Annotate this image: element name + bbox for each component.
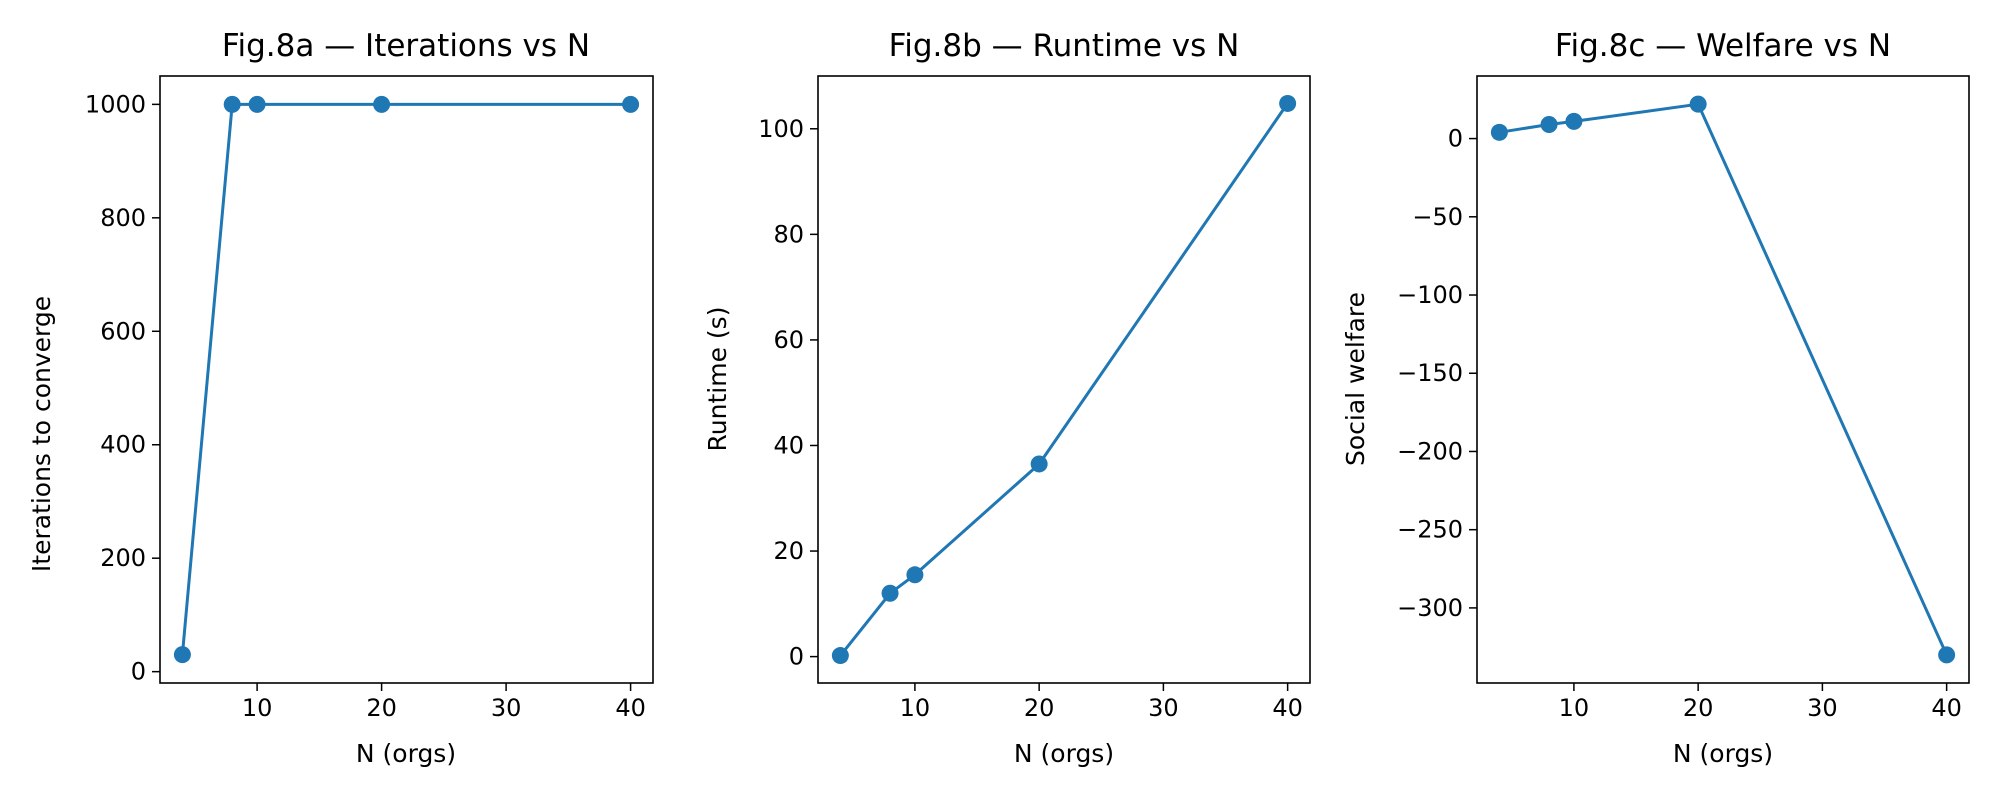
y-tick-label: −50 bbox=[1412, 203, 1463, 231]
plot-frame bbox=[817, 75, 1311, 684]
x-tick-label: 10 bbox=[1559, 694, 1590, 722]
x-tick-label: 10 bbox=[242, 694, 273, 722]
x-tick-label: 20 bbox=[1024, 694, 1055, 722]
y-axis-label: Iterations to converge bbox=[27, 296, 56, 572]
data-point bbox=[881, 584, 899, 602]
x-axis-label: N (orgs) bbox=[1014, 739, 1114, 768]
plot-frame bbox=[1476, 75, 1970, 684]
series-line bbox=[1499, 102, 1948, 656]
y-tick-label: 400 bbox=[100, 431, 146, 459]
y-tick-label: −100 bbox=[1397, 281, 1463, 309]
data-point bbox=[1490, 123, 1508, 141]
data-point bbox=[622, 95, 640, 113]
x-tick-label: 30 bbox=[1807, 694, 1838, 722]
chart-title: Fig.8b — Runtime vs N bbox=[889, 28, 1240, 64]
data-point bbox=[1030, 455, 1048, 473]
y-tick-label: 60 bbox=[773, 326, 804, 354]
y-tick-label: 0 bbox=[789, 643, 804, 671]
x-tick-label: 40 bbox=[1272, 694, 1303, 722]
data-point bbox=[831, 647, 849, 665]
y-axis-label: Social welfare bbox=[1341, 292, 1370, 466]
x-tick-label: 20 bbox=[1683, 694, 1714, 722]
chart-panel-b: Fig.8b — Runtime vs N N (orgs) Runtime (… bbox=[703, 28, 1311, 768]
y-tick-label: 800 bbox=[100, 204, 146, 232]
data-point bbox=[373, 95, 391, 113]
x-tick-label: 40 bbox=[1931, 694, 1962, 722]
y-tick-label: −150 bbox=[1397, 359, 1463, 387]
y-tick-label: 600 bbox=[100, 317, 146, 345]
y-tick-label: 1000 bbox=[85, 90, 146, 118]
y-tick-label: 40 bbox=[773, 431, 804, 459]
x-tick-label: 20 bbox=[366, 694, 397, 722]
data-point bbox=[223, 95, 241, 113]
y-tick-label: 0 bbox=[131, 658, 146, 686]
y-tick-label: 20 bbox=[773, 537, 804, 565]
x-tick-label: 30 bbox=[491, 694, 522, 722]
data-point bbox=[1279, 94, 1297, 112]
plot-frame bbox=[159, 75, 654, 684]
data-point bbox=[1938, 646, 1956, 664]
chart-panel-c: Fig.8c — Welfare vs N N (orgs) Social we… bbox=[1341, 28, 1970, 768]
data-point bbox=[248, 95, 266, 113]
y-axis-label: Runtime (s) bbox=[703, 307, 732, 452]
y-tick-label: 0 bbox=[1448, 125, 1463, 153]
x-tick-label: 40 bbox=[615, 694, 646, 722]
chart-title: Fig.8a — Iterations vs N bbox=[222, 28, 590, 64]
y-tick-label: −200 bbox=[1397, 437, 1463, 465]
y-tick-label: 100 bbox=[758, 115, 804, 143]
y-tick-label: 200 bbox=[100, 544, 146, 572]
data-point bbox=[906, 566, 924, 584]
x-axis-label: N (orgs) bbox=[356, 739, 456, 768]
y-tick-label: −300 bbox=[1397, 594, 1463, 622]
chart-title: Fig.8c — Welfare vs N bbox=[1555, 28, 1891, 64]
series-line bbox=[180, 102, 631, 655]
data-point bbox=[1540, 115, 1558, 133]
x-axis-label: N (orgs) bbox=[1673, 739, 1773, 768]
y-tick-label: 80 bbox=[773, 220, 804, 248]
data-point bbox=[1565, 112, 1583, 130]
chart-panel-a: Fig.8a — Iterations vs N N (orgs) Iterat… bbox=[27, 28, 654, 768]
x-tick-label: 10 bbox=[900, 694, 931, 722]
x-tick-label: 30 bbox=[1148, 694, 1179, 722]
data-point bbox=[1689, 95, 1707, 113]
data-point bbox=[173, 646, 191, 664]
y-tick-label: −250 bbox=[1397, 516, 1463, 544]
